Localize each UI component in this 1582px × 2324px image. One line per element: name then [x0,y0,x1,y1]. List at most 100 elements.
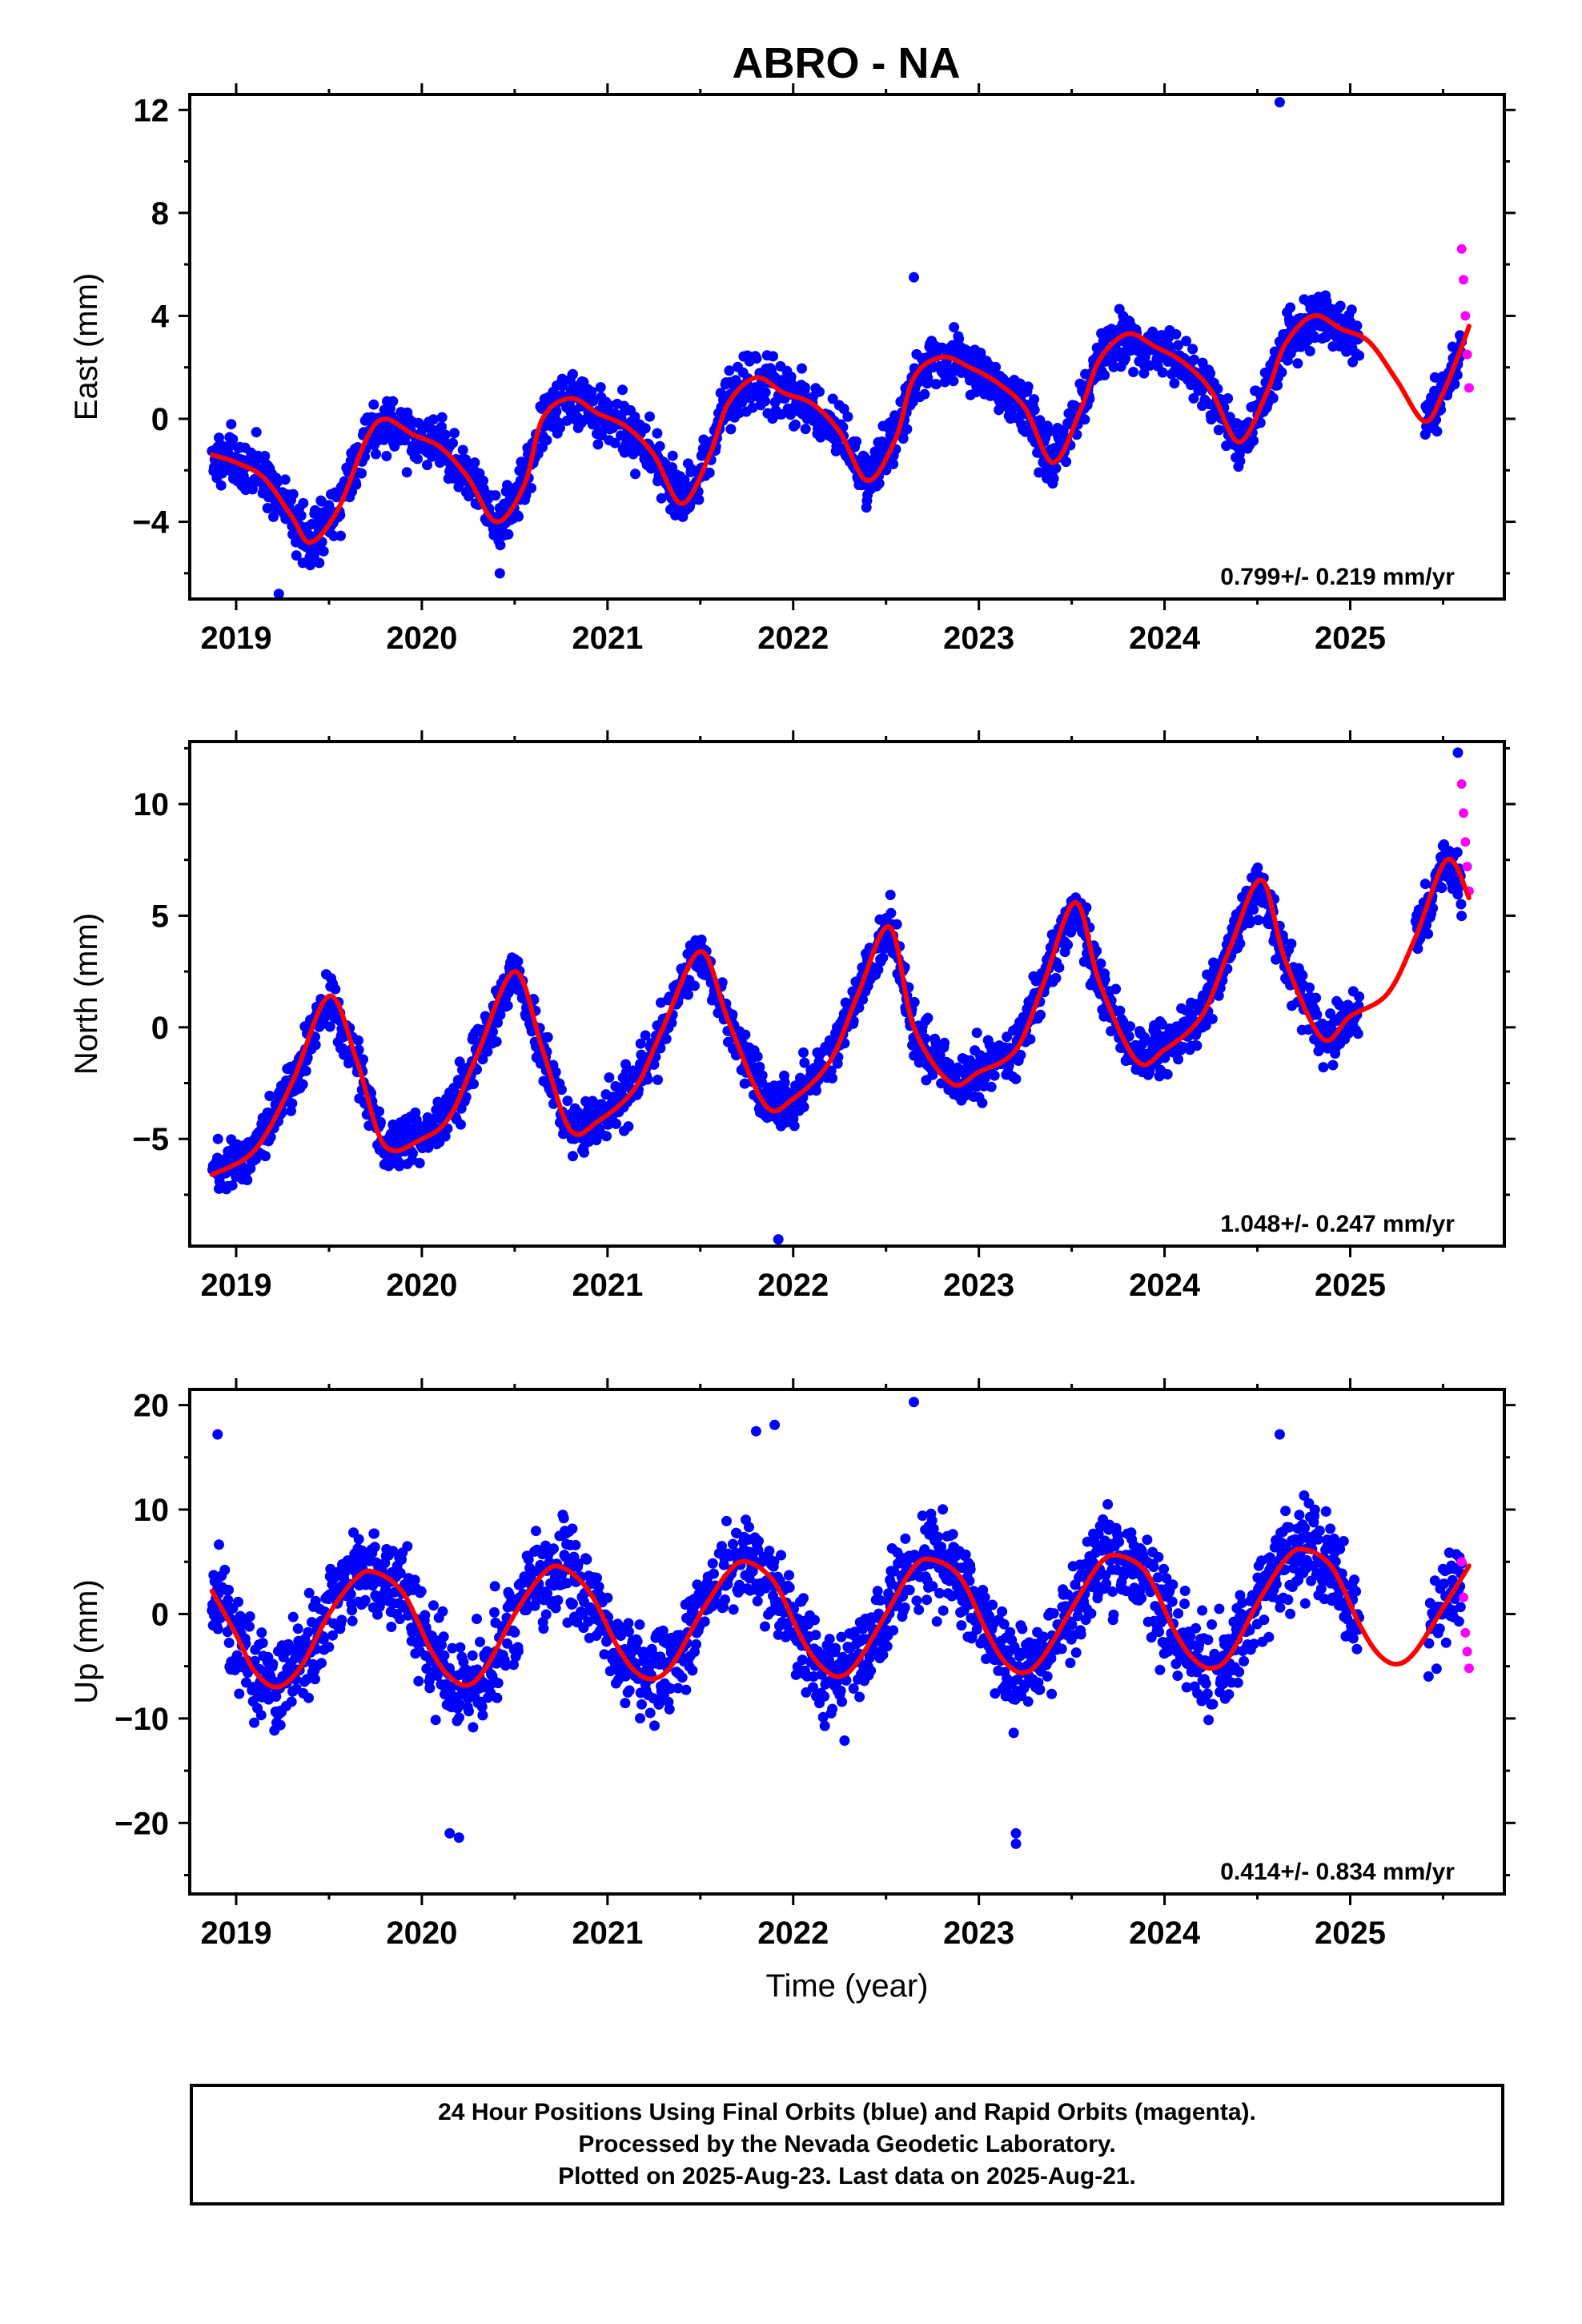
final-orbit-point [336,1614,347,1626]
rapid-orbit-point [1462,862,1472,872]
final-orbit-point [469,457,480,468]
final-orbit-point [1255,417,1266,428]
final-orbit-point [744,1522,754,1533]
final-orbit-point [740,1029,751,1040]
final-orbit-point [1456,899,1467,910]
final-orbit-point [1311,992,1322,1003]
final-orbit-point [1297,970,1308,981]
final-orbit-point [873,964,884,975]
final-orbit-point [1449,379,1460,390]
final-orbit-point [747,1566,758,1577]
final-orbit-point [492,1692,503,1703]
rapid-orbit-point [1459,275,1468,285]
final-orbit-point [727,1009,738,1020]
final-orbit-point [335,530,346,541]
final-orbit-point [764,1546,775,1557]
final-orbit-point [387,1546,399,1557]
x-tick-label: 2022 [757,1268,829,1303]
final-orbit-point [630,468,640,480]
final-orbit-point [438,1631,449,1642]
final-orbit-point [644,411,655,422]
final-orbit-point [989,1070,1000,1081]
final-orbit-point [990,361,1002,372]
final-orbit-point [638,1647,649,1658]
final-orbit-point [482,1046,493,1057]
final-orbit-point [1253,915,1264,926]
final-orbit-point [249,1717,259,1728]
final-orbit-point [1050,463,1062,474]
final-orbit-point [437,1606,448,1617]
final-orbit-point [267,1659,279,1670]
final-orbit-point [1327,1059,1339,1071]
final-orbit-point [602,1592,613,1603]
final-orbit-point [439,1650,450,1661]
final-orbit-point [420,1610,431,1621]
final-orbit-point [971,1081,982,1092]
final-orbit-point [371,448,381,460]
final-orbit-point [644,1707,656,1719]
final-orbit-point [717,1541,727,1552]
final-orbit-point [310,1674,320,1685]
rapid-orbit-points [1456,779,1474,896]
final-orbit-point [1062,939,1074,951]
final-orbit-point [502,1638,512,1649]
final-orbit-point [588,396,599,407]
final-orbit-point [1125,1021,1136,1032]
final-orbit-point [689,980,700,991]
final-orbit-point [693,494,705,505]
final-orbit-point [709,1568,719,1579]
final-orbit-point [403,1610,413,1621]
final-orbit-point [428,414,439,425]
final-orbit-point [509,1626,520,1638]
model-curve [209,312,1472,545]
final-orbit-point [557,380,568,392]
final-orbit-point [476,1701,488,1712]
final-orbit-point [1213,424,1224,436]
final-orbit-point [291,550,302,561]
final-orbit-point [327,1630,338,1641]
final-orbit-point [323,1642,335,1653]
final-orbit-point [1419,879,1431,890]
final-orbit-point [827,1072,838,1084]
final-orbit-point [1159,1052,1170,1063]
x-tick-label: 2022 [757,621,829,656]
final-orbit-point [760,387,771,398]
final-orbit-point [430,1715,441,1726]
final-orbit-point [1191,1040,1203,1051]
final-orbit-point [769,1556,780,1567]
final-orbit-point [342,1555,353,1566]
final-orbit-point [310,1039,321,1051]
final-orbit-point [1352,1028,1363,1039]
final-orbit-point [724,365,735,376]
final-orbit-point [753,1545,764,1556]
final-orbit-point [696,935,707,945]
final-orbit-point [560,1551,571,1562]
final-orbit-point [550,1067,561,1078]
final-orbit-point [720,1594,730,1605]
final-orbit-point [652,1074,663,1085]
final-orbit-point [760,1621,770,1632]
final-orbit-point [359,1594,371,1606]
final-orbit-point [1079,414,1090,425]
final-orbit-point [853,1002,865,1013]
final-orbit-point [635,1713,645,1724]
final-orbit-point [1157,367,1168,378]
final-orbit-point [628,448,639,460]
final-orbit-point [1252,862,1263,873]
final-orbit-point [986,1081,997,1092]
rapid-orbit-point [1460,311,1471,321]
final-orbit-point [873,478,885,489]
final-orbit-point [448,437,458,448]
final-orbit-point [491,1036,502,1047]
y-axis-label: North (mm) [69,913,104,1075]
final-orbit-points [207,1397,1468,1849]
final-orbit-point [387,396,399,407]
final-orbit-point [1276,367,1287,378]
final-orbit-point [287,1611,299,1622]
final-orbit-point [401,467,412,478]
final-orbit-point [620,1059,631,1070]
final-orbit-point [455,1642,466,1653]
final-orbit-point [629,411,640,422]
x-tick-label: 2021 [572,1268,643,1303]
